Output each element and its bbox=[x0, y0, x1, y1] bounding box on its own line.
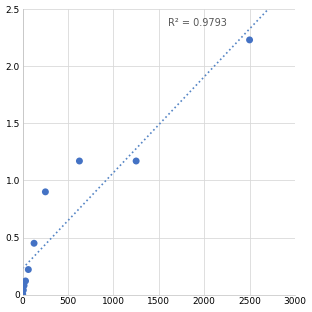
Point bbox=[21, 288, 26, 293]
Point bbox=[20, 292, 25, 297]
Point bbox=[23, 279, 28, 284]
Point bbox=[43, 189, 48, 194]
Point bbox=[26, 267, 31, 272]
Point bbox=[22, 283, 27, 288]
Point bbox=[134, 158, 139, 163]
Text: R² = 0.9793: R² = 0.9793 bbox=[168, 18, 227, 28]
Point bbox=[247, 37, 252, 42]
Point bbox=[77, 158, 82, 163]
Point bbox=[32, 241, 37, 246]
